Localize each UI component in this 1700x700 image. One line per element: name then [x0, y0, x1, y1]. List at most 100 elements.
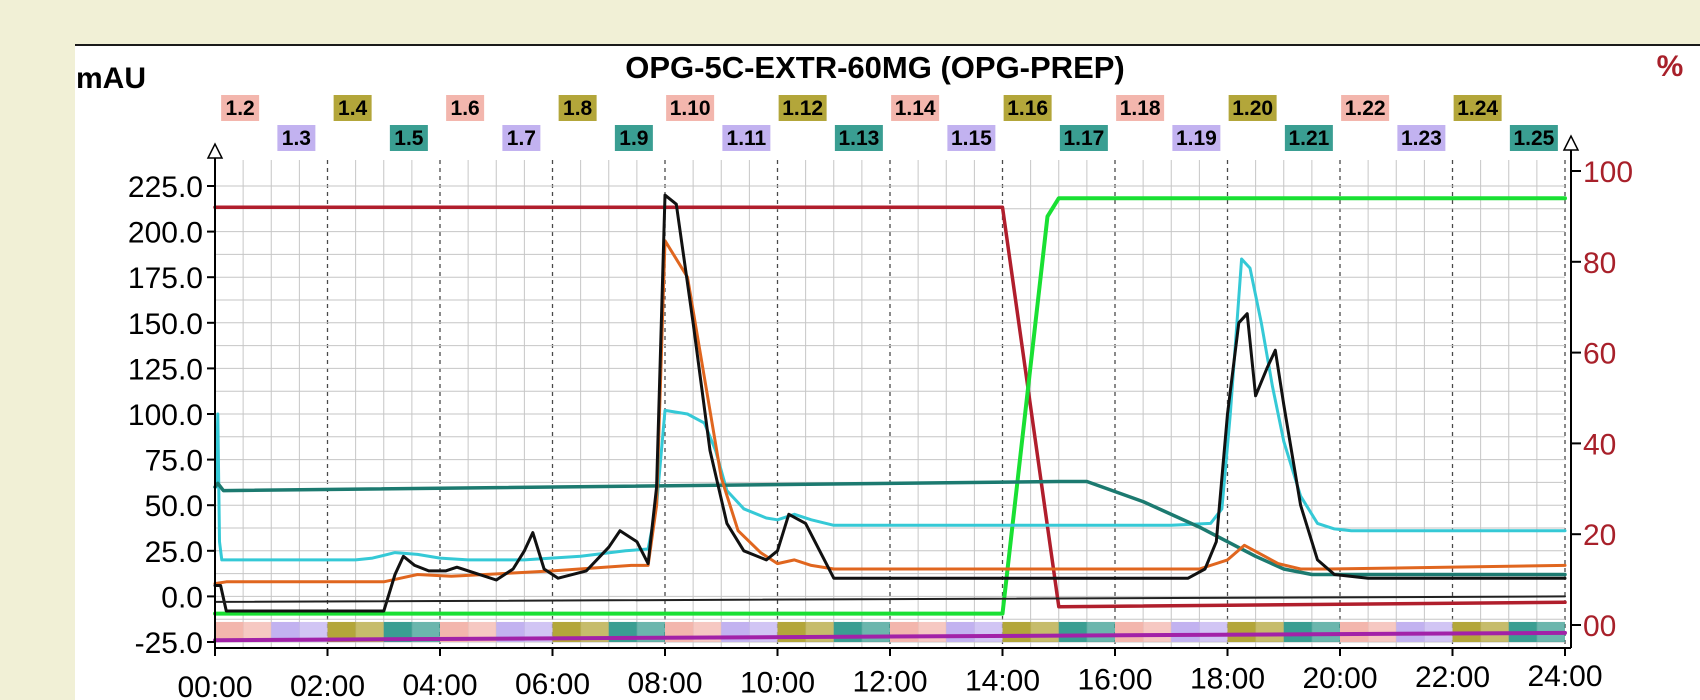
x-tick-label: 08:00 — [627, 667, 702, 700]
fraction-label-box — [778, 95, 827, 121]
fraction-label: 1.4 — [338, 97, 368, 120]
fraction-label-box — [1116, 95, 1165, 121]
fraction-label: 1.9 — [619, 127, 648, 150]
fraction-label: 1.22 — [1345, 97, 1386, 120]
series-line-8 — [213, 630, 1567, 643]
left-tick-label: 50.0 — [145, 490, 203, 523]
fraction-band-cell — [1030, 621, 1059, 642]
fraction-band-cell — [411, 621, 440, 642]
fraction-label-box — [1341, 95, 1390, 121]
fraction-band-cell — [833, 621, 862, 642]
fraction-label-box — [1397, 125, 1446, 151]
fraction-label: 1.12 — [782, 97, 823, 120]
right-tick-label: 100 — [1583, 156, 1633, 189]
x-tick-label: 12:00 — [852, 665, 927, 698]
series-line-2 — [213, 196, 1567, 616]
fraction-band-cell — [383, 621, 412, 642]
axes: -25.0 0.0 25.0 50.0 75.0 100.0 125.0 150.0 175.0… — [128, 134, 1633, 700]
right-tick-label: 40 — [1583, 428, 1616, 461]
fraction-label-box — [389, 125, 428, 151]
fraction-label-box — [277, 125, 316, 151]
fraction-label-box — [1509, 125, 1558, 151]
grid — [214, 160, 1566, 648]
fraction-band-cell — [946, 621, 975, 642]
fraction-band-cell — [1311, 621, 1340, 642]
fraction-band-cell — [299, 621, 328, 642]
series-line-6 — [213, 193, 1567, 613]
fraction-labels: 1.2 1.3 1.4 1.5 1.6 1.7 1.8 1.9 1.10 1.11 1.12 1.13… — [221, 95, 1558, 151]
fraction-band-cell — [1002, 621, 1031, 642]
left-tick-label: 75.0 — [145, 445, 203, 478]
right-tick-label: 80 — [1583, 247, 1616, 280]
left-tick-label: 200.0 — [128, 217, 203, 250]
x-tick-label: 20:00 — [1302, 662, 1377, 695]
fraction-label: 1.5 — [394, 127, 424, 150]
left-tick-label: 175.0 — [128, 262, 203, 295]
fraction-label: 1.7 — [507, 127, 536, 150]
series-line-1 — [213, 205, 1567, 609]
fraction-label-box — [446, 95, 485, 121]
x-tick-label: 18:00 — [1190, 663, 1265, 696]
fraction-label: 1.8 — [563, 97, 593, 120]
fraction-band-cell — [1199, 621, 1228, 642]
fraction-band-cell — [1227, 621, 1256, 642]
fraction-band-cell — [1115, 621, 1144, 642]
series-line-5 — [213, 239, 1567, 586]
x-tick-label: 10:00 — [740, 666, 815, 699]
fraction-label-box — [333, 95, 372, 121]
fraction-label: 1.13 — [838, 127, 879, 150]
fraction-label-box — [1453, 95, 1502, 121]
fraction-label: 1.19 — [1176, 127, 1217, 150]
x-tick-label: 00:00 — [177, 671, 252, 700]
fraction-label: 1.24 — [1457, 97, 1498, 120]
fraction-label: 1.3 — [282, 127, 311, 150]
x-tick-label: 24:00 — [1527, 660, 1602, 693]
fraction-band-cell — [890, 621, 919, 642]
fraction-band-cell — [805, 621, 834, 642]
fraction-label: 1.14 — [895, 97, 936, 120]
series-line-4 — [213, 479, 1567, 577]
left-tick-label: 25.0 — [145, 536, 203, 569]
fraction-label-box — [614, 125, 653, 151]
fraction-label: 1.15 — [951, 127, 992, 150]
fraction-label-box — [1172, 125, 1221, 151]
chart-title: OPG-5C-EXTR-60MG (OPG-PREP) — [625, 50, 1125, 85]
right-tick-label: 00 — [1583, 610, 1616, 643]
fraction-label-box — [502, 125, 541, 151]
fraction-label: 1.21 — [1288, 127, 1329, 150]
fraction-label-box — [1003, 95, 1052, 121]
fraction-label: 1.6 — [451, 97, 480, 120]
fraction-label: 1.17 — [1063, 127, 1104, 150]
fraction-label: 1.11 — [727, 127, 767, 150]
fraction-band-cell — [215, 621, 244, 642]
fraction-label-box — [221, 95, 260, 121]
fraction-label: 1.25 — [1513, 127, 1554, 150]
fraction-band-cell — [1086, 621, 1115, 642]
fraction-label-box — [558, 95, 597, 121]
fraction-label-box — [1284, 125, 1333, 151]
fraction-label-box — [1228, 95, 1277, 121]
fraction-label: 1.20 — [1232, 97, 1273, 120]
left-tick-label: 225.0 — [128, 171, 203, 204]
series-line-7 — [214, 595, 1566, 603]
fraction-label-box — [1059, 125, 1108, 151]
x-tick-label: 16:00 — [1077, 664, 1152, 697]
fraction-band-cell — [355, 621, 384, 642]
left-axis-unit: mAU — [76, 62, 146, 95]
fraction-label: 1.10 — [670, 97, 711, 120]
fraction-band-cell — [327, 621, 356, 642]
right-axis-unit: % — [1657, 50, 1684, 83]
right-tick-label: 20 — [1583, 519, 1616, 552]
fraction-label: 1.23 — [1401, 127, 1442, 150]
right-tick-label: 60 — [1583, 338, 1616, 371]
right-axis-arrow — [1562, 134, 1580, 151]
left-tick-label: 150.0 — [128, 308, 203, 341]
fraction-band-cell — [1283, 621, 1312, 642]
left-tick-label: 100.0 — [128, 399, 203, 432]
fraction-label: 1.16 — [1007, 97, 1048, 120]
fraction-band-cell — [974, 621, 1003, 642]
fraction-band-cell — [861, 621, 890, 642]
fraction-band-cell — [1255, 621, 1284, 642]
